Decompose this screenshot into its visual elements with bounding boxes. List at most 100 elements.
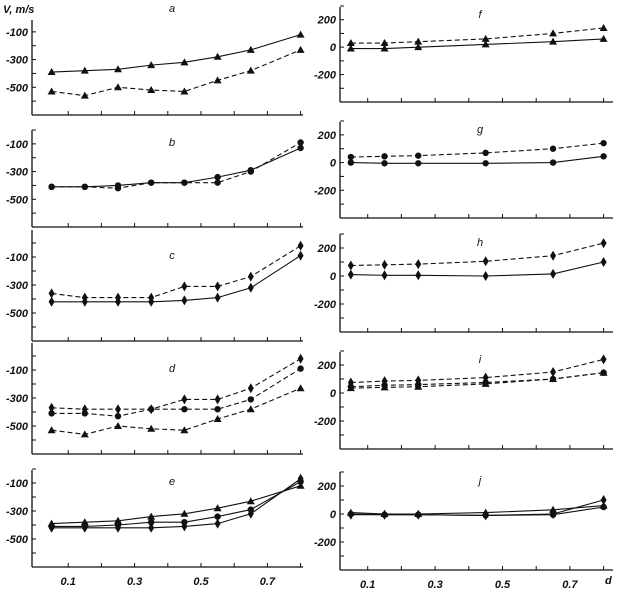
data-point-triangle (180, 509, 189, 517)
y-tick-label: -100 (6, 27, 29, 39)
panel-label: j (477, 475, 482, 487)
data-point-triangle (213, 504, 222, 512)
data-point-triangle (114, 83, 122, 91)
data-point-circle (81, 410, 89, 417)
data-point-triangle (80, 91, 89, 99)
data-point-triangle (114, 422, 122, 429)
y-tick-label: -100 (6, 252, 29, 264)
panel-label: i (479, 354, 482, 366)
data-point-triangle (246, 45, 255, 53)
data-point-diamond (148, 296, 155, 307)
data-point-circle (214, 173, 221, 181)
data-point-triangle (346, 39, 355, 47)
y-tick-label: -300 (6, 167, 29, 179)
data-point-triangle (296, 30, 305, 38)
panel-label: d (169, 363, 176, 375)
series-line (350, 372, 604, 388)
series-line (51, 147, 301, 188)
data-point-diamond (550, 268, 557, 279)
data-point-circle (347, 153, 355, 161)
data-point-diamond (482, 271, 489, 281)
y-tick-label: -200 (314, 185, 337, 197)
series-line (51, 358, 301, 410)
series-line (51, 387, 301, 435)
data-point-circle (297, 139, 304, 146)
data-point-triangle (481, 34, 490, 42)
data-point-diamond (148, 522, 155, 533)
data-point-diamond (48, 296, 55, 307)
data-point-circle (148, 179, 155, 186)
y-tick-label: 0 (330, 158, 337, 170)
y-tick-label: 0 (330, 271, 337, 283)
data-point-diamond (181, 295, 188, 306)
x-tick-label: 0.1 (360, 579, 375, 591)
panel-label: b (169, 137, 175, 149)
data-point-diamond (297, 353, 304, 364)
data-point-triangle (80, 518, 89, 526)
x-tick-label: 0.7 (562, 579, 578, 591)
data-point-circle (81, 183, 89, 191)
data-point-triangle (549, 375, 558, 382)
data-point-diamond (115, 404, 121, 415)
y-tick-label: -500 (6, 421, 29, 433)
data-point-triangle (549, 29, 558, 37)
y-tick-label: -200 (314, 70, 337, 82)
panel-label: g (477, 124, 484, 136)
data-point-triangle (147, 61, 156, 69)
y-tick-label: -200 (314, 537, 337, 549)
data-point-diamond (214, 292, 221, 303)
data-point-diamond (247, 271, 254, 282)
panel-label: a (169, 3, 175, 15)
y-axis-label: V, m/s (3, 4, 34, 16)
data-point-triangle (414, 37, 423, 45)
x-tick-label: 0.5 (193, 576, 209, 588)
data-point-triangle (180, 58, 189, 66)
data-point-triangle (481, 379, 490, 387)
series-line (51, 141, 301, 189)
data-point-diamond (600, 238, 607, 249)
y-tick-label: -300 (6, 506, 29, 518)
series-line (51, 34, 301, 73)
series-line (350, 505, 604, 515)
data-point-diamond (247, 383, 254, 394)
data-point-circle (297, 365, 304, 372)
data-point-circle (297, 144, 304, 152)
data-point-diamond (482, 510, 489, 521)
y-tick-label: -100 (6, 139, 29, 151)
y-tick-label: 0 (330, 388, 337, 400)
y-tick-label: -100 (6, 478, 29, 490)
y-tick-label: -300 (6, 280, 29, 292)
data-point-triangle (47, 426, 56, 434)
data-point-circle (415, 160, 422, 167)
data-point-circle (247, 396, 254, 403)
data-point-diamond (550, 509, 557, 519)
data-point-diamond (347, 260, 354, 271)
data-point-diamond (115, 296, 121, 307)
x-tick-label: 0.3 (127, 576, 142, 588)
y-tick-label: -100 (6, 365, 29, 377)
data-point-circle (549, 159, 557, 166)
data-point-diamond (347, 269, 354, 280)
data-point-circle (247, 168, 254, 175)
data-point-diamond (347, 509, 354, 520)
data-point-triangle (213, 76, 222, 84)
data-point-diamond (600, 354, 607, 365)
series-line (51, 368, 301, 417)
data-point-circle (148, 519, 155, 526)
y-tick-label: 200 (317, 481, 337, 493)
series-line (350, 142, 604, 158)
data-point-triangle (380, 39, 389, 47)
data-point-triangle (147, 424, 156, 432)
data-point-triangle (147, 512, 156, 520)
data-point-circle (482, 149, 489, 157)
data-point-diamond (297, 250, 304, 261)
series-line (350, 27, 604, 44)
data-point-triangle (80, 66, 89, 74)
x-tick-label: 0.3 (427, 579, 442, 591)
data-point-diamond (181, 394, 188, 405)
data-point-circle (600, 153, 607, 160)
data-point-diamond (115, 522, 121, 533)
data-point-diamond (415, 270, 422, 281)
panel-label: f (478, 9, 482, 21)
data-point-circle (214, 406, 221, 413)
